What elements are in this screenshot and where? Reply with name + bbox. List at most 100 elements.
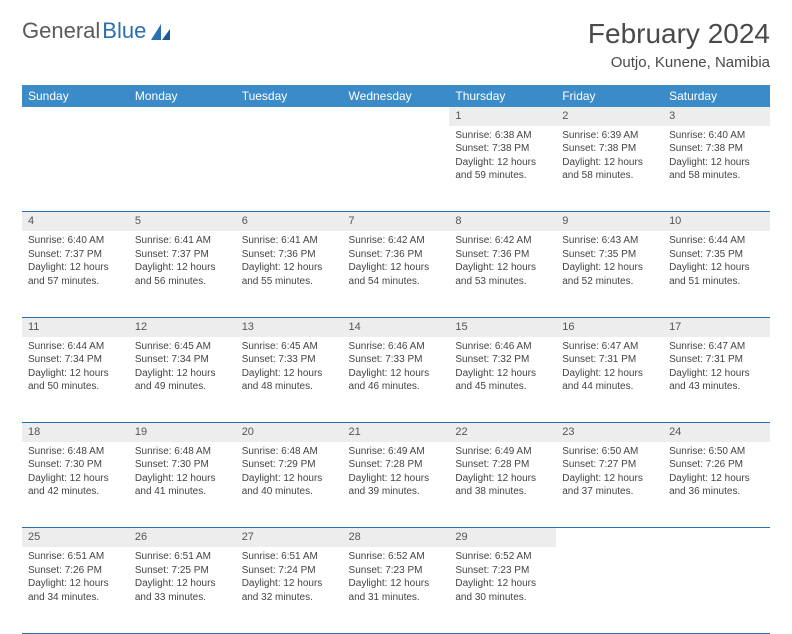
sunrise-line: Sunrise: 6:43 AM — [562, 234, 657, 248]
sunrise-line: Sunrise: 6:38 AM — [455, 129, 550, 143]
day-number: 8 — [449, 212, 556, 231]
day-cell: Sunrise: 6:48 AMSunset: 7:30 PMDaylight:… — [22, 442, 129, 528]
sunrise-line: Sunrise: 6:51 AM — [242, 550, 337, 564]
day-number: 4 — [22, 212, 129, 231]
sunset-line: Sunset: 7:29 PM — [242, 458, 337, 472]
daylight-line: Daylight: 12 hours and 38 minutes. — [455, 472, 550, 499]
daylight-line: Daylight: 12 hours and 55 minutes. — [242, 261, 337, 288]
sunrise-line: Sunrise: 6:48 AM — [135, 445, 230, 459]
day-cell: Sunrise: 6:49 AMSunset: 7:28 PMDaylight:… — [449, 442, 556, 528]
sunset-line: Sunset: 7:30 PM — [135, 458, 230, 472]
location-subtitle: Outjo, Kunene, Namibia — [588, 54, 770, 71]
sunset-line: Sunset: 7:28 PM — [455, 458, 550, 472]
sunset-line: Sunset: 7:33 PM — [349, 353, 444, 367]
sunset-line: Sunset: 7:35 PM — [562, 248, 657, 262]
day-cell: Sunrise: 6:40 AMSunset: 7:38 PMDaylight:… — [663, 126, 770, 212]
daylight-line: Daylight: 12 hours and 39 minutes. — [349, 472, 444, 499]
day-number: 12 — [129, 317, 236, 336]
sunset-line: Sunset: 7:38 PM — [562, 142, 657, 156]
daylight-line: Daylight: 12 hours and 49 minutes. — [135, 367, 230, 394]
sunset-line: Sunset: 7:28 PM — [349, 458, 444, 472]
day-number: 17 — [663, 317, 770, 336]
day-cell: Sunrise: 6:50 AMSunset: 7:27 PMDaylight:… — [556, 442, 663, 528]
logo-text-general: General — [22, 18, 100, 44]
sunrise-line: Sunrise: 6:46 AM — [349, 340, 444, 354]
daylight-line: Daylight: 12 hours and 41 minutes. — [135, 472, 230, 499]
daylight-line: Daylight: 12 hours and 30 minutes. — [455, 577, 550, 604]
day-number: 3 — [663, 107, 770, 126]
brand-logo: GeneralBlue — [22, 18, 172, 44]
sunrise-line: Sunrise: 6:52 AM — [349, 550, 444, 564]
day-cell: Sunrise: 6:43 AMSunset: 7:35 PMDaylight:… — [556, 231, 663, 317]
empty-cell — [236, 126, 343, 212]
daylight-line: Daylight: 12 hours and 46 minutes. — [349, 367, 444, 394]
sunset-line: Sunset: 7:23 PM — [455, 564, 550, 578]
day-number: 9 — [556, 212, 663, 231]
day-cell: Sunrise: 6:52 AMSunset: 7:23 PMDaylight:… — [343, 547, 450, 633]
day-cell: Sunrise: 6:46 AMSunset: 7:32 PMDaylight:… — [449, 337, 556, 423]
day-number: 29 — [449, 528, 556, 547]
sunrise-line: Sunrise: 6:40 AM — [28, 234, 123, 248]
sunrise-line: Sunrise: 6:50 AM — [562, 445, 657, 459]
sunset-line: Sunset: 7:34 PM — [28, 353, 123, 367]
logo-sail-icon — [150, 23, 172, 41]
day-cell: Sunrise: 6:46 AMSunset: 7:33 PMDaylight:… — [343, 337, 450, 423]
sunrise-line: Sunrise: 6:51 AM — [135, 550, 230, 564]
weekday-header: Monday — [129, 85, 236, 107]
daylight-line: Daylight: 12 hours and 31 minutes. — [349, 577, 444, 604]
sunset-line: Sunset: 7:33 PM — [242, 353, 337, 367]
day-cell: Sunrise: 6:51 AMSunset: 7:24 PMDaylight:… — [236, 547, 343, 633]
daylight-line: Daylight: 12 hours and 48 minutes. — [242, 367, 337, 394]
week-row: Sunrise: 6:44 AMSunset: 7:34 PMDaylight:… — [22, 337, 770, 423]
day-number: 18 — [22, 423, 129, 442]
logo-text-blue: Blue — [102, 18, 146, 44]
daylight-line: Daylight: 12 hours and 32 minutes. — [242, 577, 337, 604]
daylight-line: Daylight: 12 hours and 51 minutes. — [669, 261, 764, 288]
empty-cell — [556, 528, 663, 547]
daylight-line: Daylight: 12 hours and 36 minutes. — [669, 472, 764, 499]
day-number: 15 — [449, 317, 556, 336]
sunset-line: Sunset: 7:34 PM — [135, 353, 230, 367]
day-cell: Sunrise: 6:40 AMSunset: 7:37 PMDaylight:… — [22, 231, 129, 317]
day-number: 16 — [556, 317, 663, 336]
day-cell: Sunrise: 6:51 AMSunset: 7:26 PMDaylight:… — [22, 547, 129, 633]
day-number: 21 — [343, 423, 450, 442]
day-cell: Sunrise: 6:38 AMSunset: 7:38 PMDaylight:… — [449, 126, 556, 212]
day-cell: Sunrise: 6:50 AMSunset: 7:26 PMDaylight:… — [663, 442, 770, 528]
calendar-header-row: SundayMondayTuesdayWednesdayThursdayFrid… — [22, 85, 770, 107]
sunset-line: Sunset: 7:31 PM — [669, 353, 764, 367]
sunrise-line: Sunrise: 6:42 AM — [349, 234, 444, 248]
daylight-line: Daylight: 12 hours and 44 minutes. — [562, 367, 657, 394]
day-number: 1 — [449, 107, 556, 126]
page-header: GeneralBlue February 2024 Outjo, Kunene,… — [22, 18, 770, 71]
day-cell: Sunrise: 6:42 AMSunset: 7:36 PMDaylight:… — [449, 231, 556, 317]
sunset-line: Sunset: 7:26 PM — [28, 564, 123, 578]
day-number-row: 11121314151617 — [22, 317, 770, 336]
title-block: February 2024 Outjo, Kunene, Namibia — [588, 18, 770, 71]
daylight-line: Daylight: 12 hours and 52 minutes. — [562, 261, 657, 288]
sunset-line: Sunset: 7:38 PM — [669, 142, 764, 156]
day-number: 28 — [343, 528, 450, 547]
daylight-line: Daylight: 12 hours and 56 minutes. — [135, 261, 230, 288]
empty-cell — [663, 528, 770, 547]
week-row: Sunrise: 6:51 AMSunset: 7:26 PMDaylight:… — [22, 547, 770, 633]
week-row: Sunrise: 6:40 AMSunset: 7:37 PMDaylight:… — [22, 231, 770, 317]
empty-cell — [663, 547, 770, 633]
month-title: February 2024 — [588, 18, 770, 50]
daylight-line: Daylight: 12 hours and 34 minutes. — [28, 577, 123, 604]
empty-cell — [556, 547, 663, 633]
sunrise-line: Sunrise: 6:41 AM — [242, 234, 337, 248]
week-row: Sunrise: 6:48 AMSunset: 7:30 PMDaylight:… — [22, 442, 770, 528]
sunset-line: Sunset: 7:38 PM — [455, 142, 550, 156]
day-cell: Sunrise: 6:41 AMSunset: 7:37 PMDaylight:… — [129, 231, 236, 317]
day-cell: Sunrise: 6:51 AMSunset: 7:25 PMDaylight:… — [129, 547, 236, 633]
sunrise-line: Sunrise: 6:45 AM — [242, 340, 337, 354]
day-cell: Sunrise: 6:48 AMSunset: 7:30 PMDaylight:… — [129, 442, 236, 528]
daylight-line: Daylight: 12 hours and 59 minutes. — [455, 156, 550, 183]
sunrise-line: Sunrise: 6:41 AM — [135, 234, 230, 248]
sunrise-line: Sunrise: 6:48 AM — [28, 445, 123, 459]
sunrise-line: Sunrise: 6:39 AM — [562, 129, 657, 143]
day-number-row: 2526272829 — [22, 528, 770, 547]
sunrise-line: Sunrise: 6:47 AM — [562, 340, 657, 354]
sunrise-line: Sunrise: 6:40 AM — [669, 129, 764, 143]
